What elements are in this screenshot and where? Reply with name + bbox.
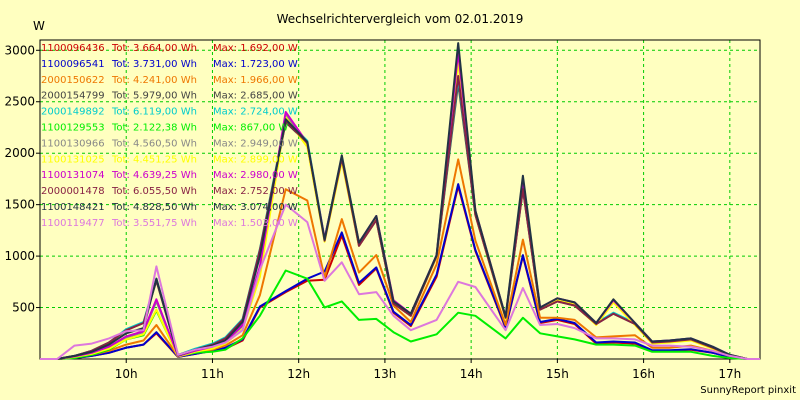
legend-entry: 1100131074 Tot: 4.639,25 Wh Max: 2.980,00 … xyxy=(41,170,298,181)
y-tick-label: 500 xyxy=(12,301,35,315)
chart-title: Wechselrichtervergleich vom 02.01.2019 xyxy=(277,12,524,26)
x-tick-label: 11h xyxy=(201,367,224,381)
legend-entry: 2000001478 Tot: 6.055,50 Wh Max: 2.752,00 … xyxy=(41,186,298,197)
x-tick-label: 17h xyxy=(718,367,741,381)
series-lines xyxy=(40,42,760,360)
y-tick-label: 1500 xyxy=(4,198,35,212)
legend-entry: 1100131025 Tot: 4.451,25 Wh Max: 2.899,00 … xyxy=(41,154,298,165)
legend-entry: 2000154799 Tot: 5.979,00 Wh Max: 2.685,00 … xyxy=(41,91,298,102)
x-tick-label: 10h xyxy=(115,367,138,381)
y-tick-label: 1000 xyxy=(4,249,35,263)
legend-entry: 1100119477 Tot: 3.551,75 Wh Max: 1.503,00 … xyxy=(41,218,298,229)
plot-frame xyxy=(39,39,761,360)
grid xyxy=(40,40,760,359)
legend-entry: 1100096436 Tot: 3.664,00 Wh Max: 1.692,00 … xyxy=(41,43,298,54)
x-tick-label: 16h xyxy=(632,367,655,381)
footer-credit: SunnyReport pinxit xyxy=(700,385,796,396)
axis-ticks: 500 1000 1500 2000 2500 3000 10h 11h 12h 13h 14h 15… xyxy=(4,43,741,381)
legend-entry: 1100096541 Tot: 3.731,00 Wh Max: 1.723,00 … xyxy=(41,59,298,70)
legend-entry: 1100130966 Tot: 4.560,50 Wh Max: 2.949,00 … xyxy=(41,138,298,149)
y-tick-label: 2000 xyxy=(4,146,35,160)
x-tick-label: 15h xyxy=(546,367,569,381)
x-tick-label: 14h xyxy=(460,367,483,381)
legend-entry: 2000149892 Tot: 6.119,00 Wh Max: 2.724,00 … xyxy=(41,107,298,118)
series-line-1100148421 xyxy=(40,42,760,360)
y-tick-label: 3000 xyxy=(4,43,35,57)
y-tick-label: 2500 xyxy=(4,95,35,109)
legend-entry: 1100148421 Tot: 4.828,50 Wh Max: 3.074,00 … xyxy=(41,202,298,213)
x-tick-label: 13h xyxy=(373,367,396,381)
legend: 1100096436 Tot: 3.664,00 Wh Max: 1.692,00 … xyxy=(41,43,298,229)
y-axis-unit-label: W xyxy=(33,19,45,33)
series-line-1100096541 xyxy=(40,183,760,360)
legend-entry: 1100129553 Tot: 2.122,38 Wh Max: 867,00 W xyxy=(41,123,288,134)
legend-entry: 2000150622 Tot: 4.241,00 Wh Max: 1.966,00 … xyxy=(41,75,298,86)
x-tick-label: 12h xyxy=(287,367,310,381)
series-line-1100119477 xyxy=(40,203,760,360)
